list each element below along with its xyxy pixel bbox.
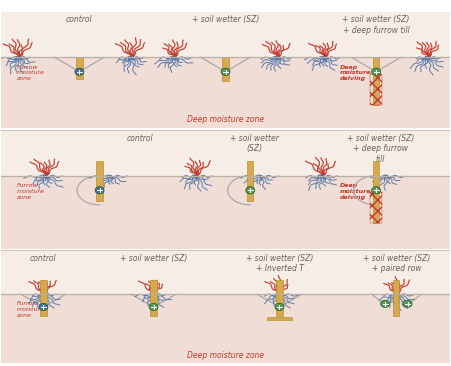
Text: + soil wetter (SZ): + soil wetter (SZ) (192, 15, 259, 24)
Bar (393, 280, 400, 316)
Text: + soil wetter (SZ)
+ paired row: + soil wetter (SZ) + paired row (363, 254, 430, 273)
Bar (373, 161, 379, 223)
Bar (1, 12, 450, 57)
Circle shape (39, 303, 48, 311)
Bar (37, 347, 433, 363)
Text: Furrow
moisture
zone: Furrow moisture zone (16, 64, 45, 81)
Text: + soil wetter
(SZ): + soil wetter (SZ) (230, 134, 279, 153)
Bar (40, 280, 46, 316)
Circle shape (246, 187, 255, 194)
Bar (1, 130, 450, 176)
Bar (1, 250, 450, 294)
Circle shape (75, 68, 84, 75)
Circle shape (381, 300, 390, 307)
Circle shape (372, 187, 381, 194)
Bar (1, 12, 450, 128)
Bar (1, 250, 450, 363)
Text: Furrow
moisture
zone: Furrow moisture zone (16, 183, 45, 199)
Circle shape (403, 300, 412, 307)
Circle shape (95, 187, 104, 194)
Text: Deep
moisture
delving: Deep moisture delving (340, 183, 372, 199)
Bar (1, 57, 450, 128)
Bar (1, 130, 450, 249)
Bar (46, 111, 405, 128)
Bar (1, 294, 450, 363)
Circle shape (149, 303, 158, 311)
Bar (276, 280, 283, 316)
Text: Deep moisture zone: Deep moisture zone (187, 115, 264, 124)
Circle shape (221, 68, 230, 75)
Text: Furrow
moisture
zone: Furrow moisture zone (16, 302, 45, 318)
Circle shape (275, 303, 284, 311)
Bar (222, 57, 229, 81)
Text: + soil wetter (SZ)
+ deep furrow till: + soil wetter (SZ) + deep furrow till (342, 15, 410, 35)
Text: Deep
moisture
delving: Deep moisture delving (340, 64, 372, 81)
Text: Deep moisture zone: Deep moisture zone (187, 351, 264, 360)
Bar (1, 176, 450, 249)
Bar (267, 317, 292, 321)
Bar (97, 161, 103, 201)
Circle shape (372, 68, 381, 75)
Bar (370, 192, 382, 223)
Bar (151, 280, 156, 316)
Text: + soil wetter (SZ)
+ deep furrow
till: + soil wetter (SZ) + deep furrow till (347, 134, 414, 164)
Text: + soil wetter (SZ): + soil wetter (SZ) (120, 254, 187, 263)
Text: control: control (30, 254, 57, 263)
Text: + soil wetter (SZ)
+ Inverted T: + soil wetter (SZ) + Inverted T (246, 254, 313, 273)
Bar (76, 57, 83, 79)
Bar (370, 74, 382, 105)
Bar (247, 161, 253, 201)
Text: control: control (66, 15, 93, 24)
Bar (373, 57, 379, 105)
Text: control: control (127, 134, 153, 143)
